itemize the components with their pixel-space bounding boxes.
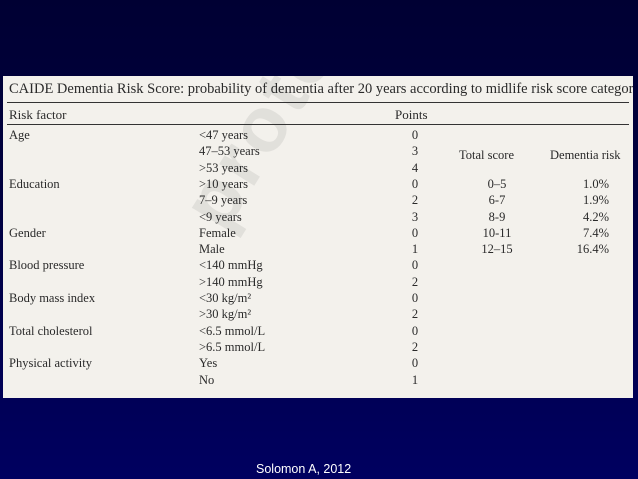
points-cell: 2 — [411, 307, 419, 322]
category-cell: <9 years — [199, 209, 242, 224]
risk-factor-cell: Total cholesterol — [9, 323, 93, 338]
risk-factor-cell: Body mass index — [9, 291, 96, 305]
category-cell: >140 mmHg — [199, 274, 263, 289]
total-score-cell: 8-9 — [488, 209, 506, 224]
category-cell: Female — [199, 225, 236, 240]
total-score-cell: 10-11 — [482, 225, 512, 240]
total-score-cell: 12–15 — [481, 242, 513, 257]
points-cell: 0 — [411, 291, 419, 305]
table-row: 47–53 years 3 — [3, 144, 633, 160]
risk-factor-cell: Education — [9, 176, 60, 191]
points-cell: 3 — [411, 209, 419, 224]
category-cell: <6.5 mmol/L — [199, 323, 266, 338]
points-cell: 3 — [411, 144, 419, 159]
score-row: 6-7 1.9% — [3, 193, 633, 209]
table-row: >30 kg/m² 2 — [3, 307, 633, 323]
header-risk-factor: Risk factor — [9, 107, 67, 122]
points-cell: 0 — [411, 258, 419, 273]
points-cell: 4 — [411, 160, 419, 175]
risk-factor-cell: Age — [9, 128, 30, 142]
score-row: 10-11 7.4% — [3, 226, 633, 242]
header-dementia-risk: Dementia risk — [550, 148, 621, 162]
points-cell: 0 — [411, 128, 419, 142]
category-cell: Male — [199, 242, 225, 257]
header-points: Points — [395, 107, 428, 122]
points-cell: 1 — [411, 242, 419, 257]
category-cell: Yes — [199, 356, 218, 371]
table-row: Physical activity Yes 0 — [3, 356, 633, 372]
points-cell: 0 — [411, 225, 419, 240]
category-cell: <30 kg/m² — [199, 291, 252, 305]
score-row: 8-9 4.2% — [3, 210, 633, 226]
top-rule — [7, 102, 629, 103]
risk-factor-cell: Blood pressure — [9, 258, 85, 273]
dementia-risk-cell: 16.4% — [576, 242, 609, 257]
points-cell: 2 — [411, 193, 419, 208]
table-row: Blood pressure <140 mmHg 0 — [3, 258, 633, 274]
dementia-risk-cell: 1.9% — [582, 193, 609, 208]
header-total-score: Total score — [459, 148, 515, 162]
points-cell: 0 — [411, 176, 419, 191]
points-cell: 2 — [411, 339, 419, 354]
table-title: CAIDE Dementia Risk Score: probability o… — [9, 81, 633, 97]
citation: Solomon A, 2012 — [256, 462, 352, 476]
points-cell: 0 — [411, 323, 419, 338]
points-cell: 2 — [411, 274, 419, 289]
table-row: Education >10 years 0 — [3, 177, 633, 193]
score-row: 12–15 16.4% — [3, 242, 633, 258]
total-score-cell: 6-7 — [488, 193, 506, 208]
risk-score-table: protected CAIDE Dementia Risk Score: pro… — [3, 76, 633, 398]
table-row: >140 mmHg 2 — [3, 275, 633, 291]
table-row: >53 years 4 — [3, 161, 633, 177]
dementia-risk-cell: 4.2% — [582, 209, 609, 224]
table-row: Age <47 years 0 — [3, 128, 633, 144]
total-score-cell: 0–5 — [487, 177, 507, 191]
category-cell: <47 years — [199, 128, 249, 142]
points-cell: 0 — [411, 356, 419, 371]
dementia-risk-cell: 7.4% — [582, 225, 609, 240]
category-cell: 7–9 years — [199, 193, 248, 208]
table-row: 7–9 years 2 — [3, 193, 633, 209]
table-row: Total cholesterol <6.5 mmol/L 0 — [3, 324, 633, 340]
table-row: Body mass index <30 kg/m² 0 — [3, 291, 633, 307]
category-cell: >10 years — [199, 176, 249, 191]
dementia-risk-cell: 1.0% — [582, 177, 609, 191]
table-row: Gender Female 0 — [3, 226, 633, 242]
table-row: >6.5 mmol/L 2 — [3, 340, 633, 356]
category-cell: >30 kg/m² — [199, 307, 252, 322]
table-row: Male 1 — [3, 242, 633, 258]
header-rule — [7, 124, 629, 125]
score-row: 0–5 1.0% — [3, 177, 633, 193]
category-cell: >53 years — [199, 160, 249, 175]
category-cell: >6.5 mmol/L — [199, 339, 266, 354]
category-cell: <140 mmHg — [199, 258, 263, 273]
category-cell: 47–53 years — [199, 144, 260, 159]
risk-factor-cell: Physical activity — [9, 356, 92, 371]
table-row: No 1 — [3, 373, 633, 389]
points-cell: 1 — [411, 372, 419, 387]
table-row: <9 years 3 — [3, 210, 633, 226]
risk-factor-cell: Gender — [9, 225, 46, 240]
category-cell: No — [199, 372, 215, 387]
